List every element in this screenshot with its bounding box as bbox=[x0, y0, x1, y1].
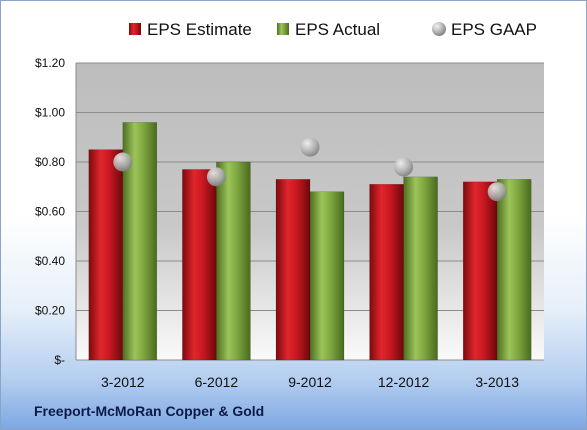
x-category-label: 3-2013 bbox=[475, 374, 519, 390]
x-category-label: 3-2012 bbox=[101, 374, 145, 390]
eps-actual-bar bbox=[403, 176, 438, 361]
eps-gaap-marker bbox=[300, 137, 320, 157]
eps-actual-bar bbox=[496, 179, 532, 361]
chart: EPS Estimate EPS Actual EPS GAAP $- $0.20 $0… bbox=[35, 20, 544, 390]
y-tick-label: $0.40 bbox=[35, 254, 65, 268]
y-tick-label: $0.20 bbox=[35, 304, 65, 318]
gaap-markers bbox=[113, 137, 507, 202]
eps-estimate-legend-swatch bbox=[129, 23, 141, 35]
x-category-label: 9-2012 bbox=[288, 374, 332, 390]
company-name: Freeport-McMoRan Copper & Gold bbox=[34, 403, 265, 419]
legend-label: EPS GAAP bbox=[451, 20, 537, 39]
eps-actual-bar bbox=[309, 191, 345, 361]
x-category-label: 12-2012 bbox=[378, 374, 430, 390]
eps-estimate-bar bbox=[369, 184, 404, 361]
legend-label: EPS Estimate bbox=[147, 20, 252, 39]
eps-estimate-bar bbox=[275, 179, 311, 361]
bars bbox=[88, 122, 532, 361]
eps-gaap-marker bbox=[394, 157, 414, 177]
y-tick-label: $- bbox=[54, 353, 65, 367]
eps-actual-legend-swatch bbox=[277, 23, 289, 35]
eps-estimate-bar bbox=[88, 149, 124, 361]
legend: EPS Estimate EPS Actual EPS GAAP bbox=[129, 20, 537, 39]
x-axis-categories: 3-2012 6-2012 9-2012 12-2012 3-2013 bbox=[101, 374, 519, 390]
eps-gaap-marker bbox=[487, 182, 507, 202]
eps-gaap-legend-swatch bbox=[432, 22, 446, 36]
y-tick-label: $0.80 bbox=[35, 155, 65, 169]
y-tick-label: $1.00 bbox=[35, 106, 65, 120]
x-category-label: 6-2012 bbox=[195, 374, 239, 390]
y-tick-label: $1.20 bbox=[35, 56, 65, 70]
eps-estimate-bar bbox=[182, 169, 217, 361]
eps-estimate-bar bbox=[462, 181, 498, 361]
y-tick-label: $0.60 bbox=[35, 205, 65, 219]
legend-label: EPS Actual bbox=[295, 20, 380, 39]
y-axis-ticks: $- $0.20 $0.40 $0.60 $0.80 $1.00 $1.20 bbox=[35, 56, 65, 367]
eps-actual-bar bbox=[216, 161, 251, 361]
eps-gaap-marker bbox=[206, 167, 226, 187]
eps-gaap-marker bbox=[113, 152, 133, 172]
